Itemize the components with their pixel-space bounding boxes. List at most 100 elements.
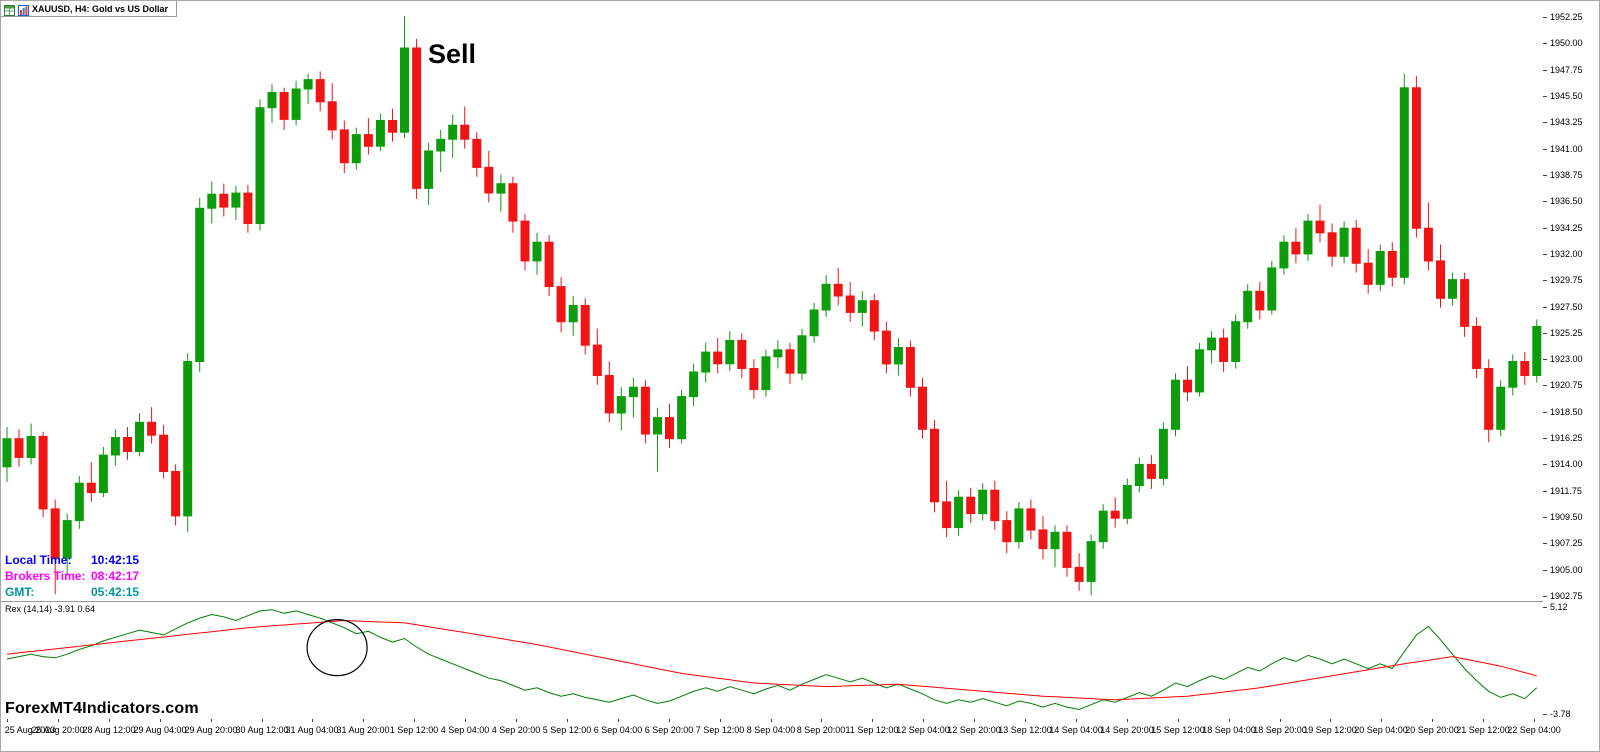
time-label: 31 Aug 20:00	[336, 725, 390, 735]
price-label: 1927.50	[1550, 302, 1583, 312]
candle-body	[653, 417, 662, 435]
candle-body	[183, 361, 193, 517]
time-tick	[414, 719, 415, 722]
rex-indicator-panel[interactable]	[1, 602, 1543, 719]
time-indicator-block: Local Time: 10:42:15 Brokers Time: 08:42:17…	[5, 552, 139, 600]
chart-icon	[18, 3, 29, 16]
candle-body	[665, 417, 674, 440]
candle-body	[1387, 251, 1397, 278]
candle-body	[448, 124, 458, 140]
time-label: 6 Sep 20:00	[644, 725, 694, 735]
time-label: 22 Sep 04:00	[1507, 725, 1561, 735]
watermark-text: ForexMT4Indicators.com	[5, 700, 199, 717]
candle-body	[1231, 321, 1241, 363]
price-label: 1950.00	[1550, 38, 1583, 48]
time-tick	[1280, 719, 1281, 722]
price-label: 1911.75	[1550, 486, 1582, 496]
candle-body	[785, 349, 795, 374]
time-tick	[974, 719, 975, 722]
candle-body	[592, 344, 602, 377]
candle-body	[472, 138, 482, 168]
price-label: 1907.25	[1550, 538, 1583, 548]
price-tick	[1543, 596, 1547, 597]
candle-body	[640, 386, 650, 435]
price-label: 1905.00	[1550, 565, 1583, 575]
time-label: 4 Sep 04:00	[440, 725, 490, 735]
candle-body	[1050, 531, 1060, 550]
candle-body	[1243, 290, 1253, 323]
indicator-scale-label: -3.78	[1550, 709, 1571, 719]
candle-body	[930, 428, 939, 503]
sell-annotation: Sell	[428, 39, 477, 69]
candle-body	[845, 295, 855, 313]
time-label: 4 Sep 20:00	[491, 725, 541, 735]
time-label: 14 Sep 04:00	[1049, 725, 1103, 735]
panel-separator[interactable]	[1, 601, 1599, 602]
time-tick	[160, 719, 161, 722]
candle-body	[62, 520, 72, 559]
candle-body	[1351, 227, 1361, 264]
indicator-label: Rex (14,14) -3.91 0.64	[5, 604, 96, 614]
candle-body	[1363, 262, 1373, 285]
time-label: 25 Aug 20:00	[31, 725, 85, 735]
candle-body	[918, 386, 927, 430]
candle-body	[604, 375, 614, 414]
candle-body	[38, 435, 48, 510]
candle-body	[990, 489, 1000, 522]
template-grid-icon	[4, 3, 15, 16]
time-info-row: GMT: 05:42:15	[5, 584, 139, 600]
candle-body	[255, 107, 265, 224]
candle-body	[14, 438, 24, 458]
time-tick	[1127, 719, 1128, 722]
time-label: 19 Sep 12:00	[1303, 725, 1357, 735]
candle-body	[1158, 428, 1168, 479]
time-tick	[872, 719, 873, 722]
price-tick	[1543, 307, 1547, 308]
candle-body	[1423, 227, 1433, 262]
time-label: 30 Aug 12:00	[235, 725, 289, 735]
candle-body	[1315, 220, 1325, 234]
candle-body	[2, 438, 12, 468]
time-label: 7 Sep 12:00	[695, 725, 745, 735]
time-info-label: GMT:	[5, 585, 35, 599]
price-tick	[1543, 464, 1547, 465]
candle-body	[363, 134, 373, 147]
candle-body	[1484, 368, 1494, 430]
time-tick	[363, 719, 364, 722]
time-tick	[669, 719, 670, 722]
price-tick	[1543, 385, 1547, 386]
time-label: 29 Aug 20:00	[184, 725, 238, 735]
time-label: 14 Sep 20:00	[1100, 725, 1154, 735]
candle-body	[1496, 386, 1506, 430]
time-axis[interactable]: 25 Aug 2023 25 Aug 20:00 28 Aug 12:00 29 Au…	[1, 719, 1599, 751]
time-info-value: 08:42:17	[91, 569, 140, 583]
candle-body	[556, 286, 566, 323]
time-tick	[516, 719, 517, 722]
price-axis[interactable]: 1952.25 1950.00 1947.75 1945.50 1943.25 1941.…	[1543, 1, 1599, 719]
candle-body	[496, 183, 506, 194]
time-tick	[7, 719, 8, 722]
price-label: 1920.75	[1550, 380, 1583, 390]
candle-body	[1134, 463, 1144, 486]
candle-body	[1520, 361, 1530, 376]
time-label: 1 Sep 12:00	[389, 725, 439, 735]
candle-body	[1255, 290, 1265, 311]
candle-body	[689, 371, 699, 398]
candlestick-chart[interactable]	[1, 1, 1543, 602]
indicator-tick	[1543, 607, 1547, 608]
candle-body	[893, 347, 903, 365]
time-label: 31 Aug 04:00	[285, 725, 339, 735]
candle-body	[905, 347, 915, 388]
time-label: 28 Aug 12:00	[82, 725, 136, 735]
candle-body	[1472, 325, 1482, 369]
candle-body	[568, 304, 578, 323]
candle-body	[171, 471, 181, 517]
candle-body	[1002, 520, 1012, 543]
candle-body	[315, 79, 325, 103]
price-label: 1923.00	[1550, 354, 1583, 364]
candle-body	[243, 192, 253, 225]
candle-body	[677, 396, 687, 440]
price-tick	[1543, 201, 1547, 202]
price-tick	[1543, 17, 1547, 18]
